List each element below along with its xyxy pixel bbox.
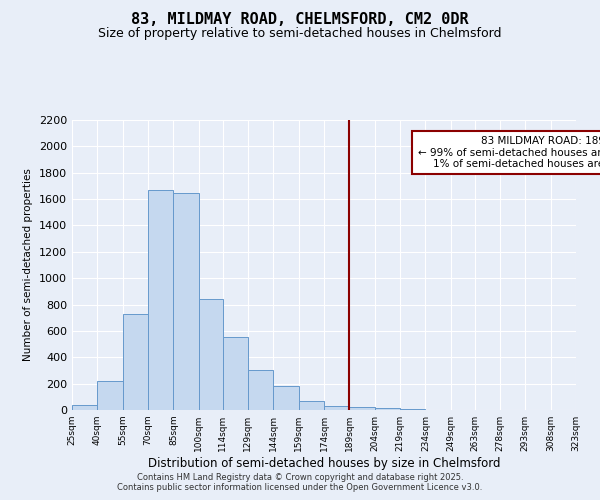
Bar: [273, 386, 299, 410]
Y-axis label: Number of semi-detached properties: Number of semi-detached properties: [23, 168, 34, 362]
Bar: [123, 314, 148, 410]
Bar: [248, 370, 273, 410]
Bar: [148, 190, 173, 410]
Bar: [173, 192, 199, 410]
Text: 83 MILDMAY ROAD: 189sqm
← 99% of semi-detached houses are smaller (6,259)
1% of : 83 MILDMAY ROAD: 189sqm ← 99% of semi-de…: [418, 136, 600, 169]
X-axis label: Distribution of semi-detached houses by size in Chelmsford: Distribution of semi-detached houses by …: [148, 457, 500, 470]
Bar: [375, 408, 400, 410]
Text: 83, MILDMAY ROAD, CHELMSFORD, CM2 0DR: 83, MILDMAY ROAD, CHELMSFORD, CM2 0DR: [131, 12, 469, 28]
Bar: [223, 337, 248, 410]
Text: Contains HM Land Registry data © Crown copyright and database right 2025.
Contai: Contains HM Land Registry data © Crown c…: [118, 473, 482, 492]
Bar: [97, 381, 123, 410]
Text: Size of property relative to semi-detached houses in Chelmsford: Size of property relative to semi-detach…: [98, 28, 502, 40]
Bar: [72, 404, 97, 410]
Bar: [324, 406, 349, 410]
Bar: [349, 406, 375, 410]
Bar: [299, 401, 324, 410]
Bar: [199, 300, 223, 410]
